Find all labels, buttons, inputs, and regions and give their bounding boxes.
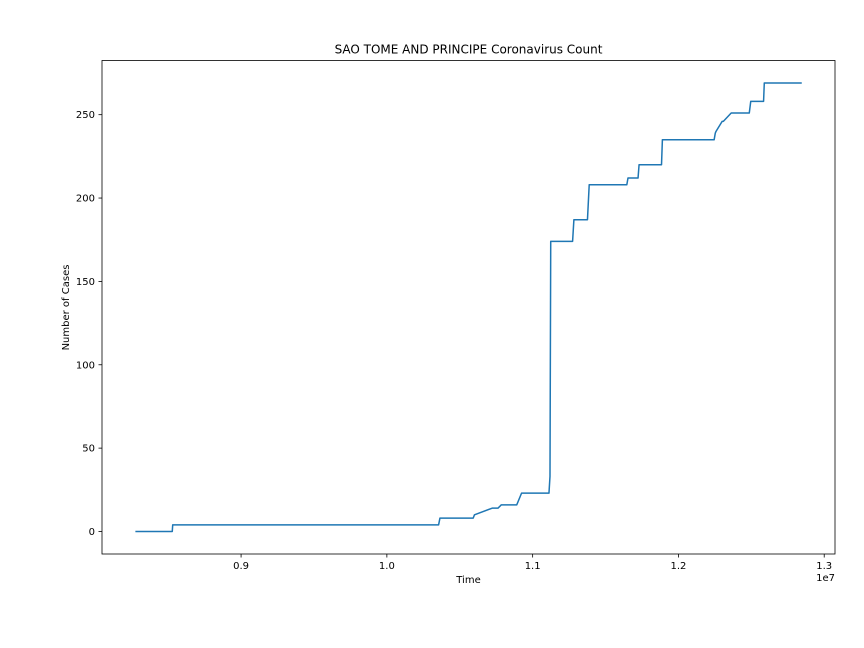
y-tick-label: 200 bbox=[76, 194, 95, 205]
y-tick-label: 50 bbox=[82, 444, 95, 455]
x-tick-label: 1.1 bbox=[525, 561, 541, 572]
y-tick-label: 0 bbox=[89, 527, 95, 538]
y-tick-label: 100 bbox=[76, 360, 95, 371]
chart-title: SAO TOME AND PRINCIPE Coronavirus Count bbox=[335, 43, 603, 57]
x-axis-label: Time bbox=[455, 575, 480, 586]
plot-area bbox=[102, 60, 835, 554]
plot-frame bbox=[101, 60, 836, 555]
y-tick-label: 150 bbox=[76, 277, 95, 288]
x-tick-label: 0.9 bbox=[233, 561, 249, 572]
x-tick-label: 1.3 bbox=[816, 561, 832, 572]
x-axis-offset-label: 1e7 bbox=[816, 573, 835, 584]
x-tick-label: 1.0 bbox=[379, 561, 395, 572]
x-tick-label: 1.2 bbox=[670, 561, 686, 572]
y-axis-label: Number of Cases bbox=[61, 265, 72, 351]
y-tick-label: 250 bbox=[76, 110, 95, 121]
series-line-0 bbox=[135, 82, 802, 533]
y-axis-ticks: 0 50 100 150 200 250 bbox=[76, 110, 102, 538]
series-group bbox=[135, 82, 802, 533]
x-axis-ticks: 0.9 1.0 1.1 1.2 1.3 bbox=[233, 554, 832, 572]
